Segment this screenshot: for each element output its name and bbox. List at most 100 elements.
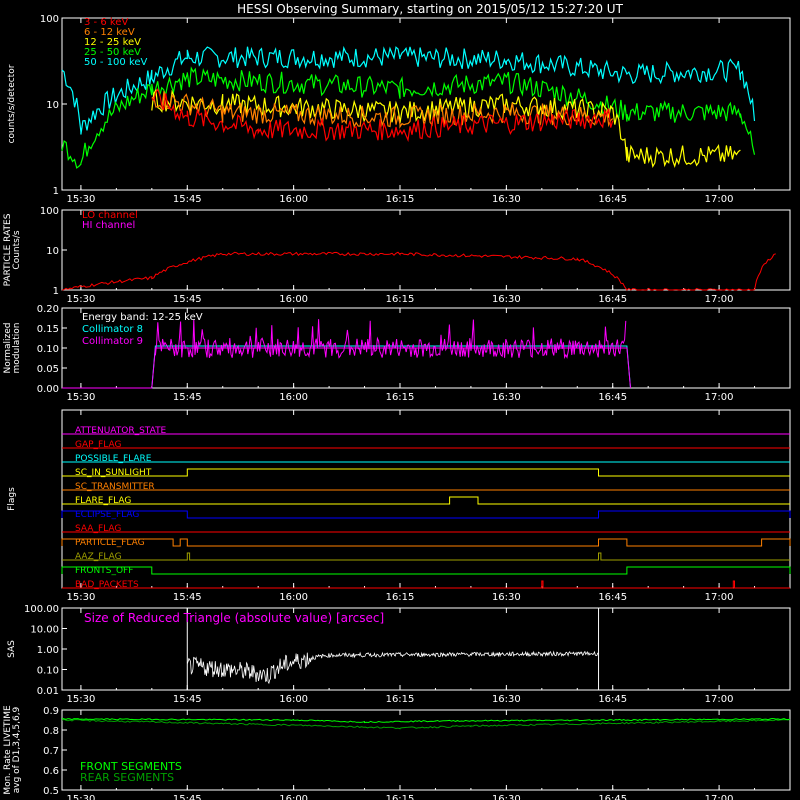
y-tick-label: 0.7: [43, 746, 59, 757]
legend-entry: 3 - 6 keV: [84, 17, 128, 28]
legend-entry: 6 - 12 keV: [84, 27, 135, 38]
y-tick-label: 0.5: [43, 786, 59, 797]
x-tick-label: 16:30: [492, 592, 521, 603]
series-line-coll9-noise: [154, 319, 627, 360]
flag-label: SAA_FLAG: [75, 524, 121, 534]
y-tick-label: 0.00: [37, 384, 59, 395]
x-tick-label: 17:00: [705, 694, 734, 705]
x-tick-label: 15:45: [173, 592, 202, 603]
series-line-2: [151, 88, 741, 169]
x-tick-label: 16:00: [279, 592, 308, 603]
x-tick-label: 16:00: [279, 294, 308, 305]
x-tick-label: 15:45: [173, 794, 202, 800]
x-tick-label: 17:00: [705, 794, 734, 800]
legend-entry: Collimator 9: [82, 336, 143, 347]
y-tick-label: 0.20: [37, 304, 59, 315]
x-tick-label: 15:45: [173, 194, 202, 205]
y-tick-label: 0.10: [37, 344, 59, 355]
series-line-lo: [61, 251, 776, 291]
livetime-rear: [61, 718, 791, 730]
y-axis-label: PARTICLE RATES: [3, 213, 13, 286]
y-tick-label: 1: [53, 186, 59, 197]
flag-line-fronts_off: [61, 566, 791, 575]
flag-line-sc_in_sunlight: [62, 468, 790, 477]
y-axis-label: modulation: [12, 323, 22, 374]
series-line-0: [151, 88, 614, 143]
x-tick-label: 16:00: [279, 194, 308, 205]
x-tick-label: 16:30: [492, 294, 521, 305]
y-axis-label: Flags: [7, 487, 17, 511]
flag-line-bad_packets: [62, 580, 790, 589]
x-tick-label: 16:15: [386, 194, 415, 205]
flag-line-particle_flag: [61, 538, 791, 547]
sas-annotation: Size of Reduced Triangle (absolute value…: [84, 611, 384, 625]
flag-line-flare_flag: [62, 496, 790, 505]
flag-line-eclipse_flag: [61, 510, 791, 519]
y-tick-label: 0.15: [37, 324, 59, 335]
y-tick-label: 0.05: [37, 364, 59, 375]
x-tick-label: 16:15: [386, 694, 415, 705]
y-axis-label: avg of D1,3,4,5,6,9: [12, 706, 22, 793]
flag-label: FLARE_FLAG: [75, 496, 131, 506]
flag-label: GAP_FLAG: [75, 440, 121, 450]
flag-label: BAD_PACKETS: [75, 580, 139, 590]
series-line-coll9: [62, 347, 631, 389]
flag-label: SC_IN_SUNLIGHT: [75, 468, 152, 478]
y-tick-label: 0.01: [37, 686, 59, 697]
y-axis-label: counts/s/detector: [7, 64, 17, 143]
x-tick-label: 16:00: [279, 794, 308, 800]
x-tick-label: 15:45: [173, 392, 202, 403]
x-tick-label: 16:00: [279, 694, 308, 705]
x-tick-label: 16:45: [598, 794, 627, 800]
flag-label: PARTICLE_FLAG: [75, 538, 145, 548]
panel-modulation: 15:30 15:45 16:00 16:15 16:30 16:45 17:00 0.00 0…: [3, 304, 791, 403]
x-tick-label: 16:15: [386, 392, 415, 403]
x-tick-label: 15:45: [173, 294, 202, 305]
x-tick-label: 17:00: [705, 294, 734, 305]
x-tick-label: 16:45: [598, 392, 627, 403]
x-tick-label: 16:00: [279, 392, 308, 403]
x-tick-label: 16:30: [492, 392, 521, 403]
y-tick-label: 1: [53, 286, 59, 297]
x-tick-label: 16:45: [598, 294, 627, 305]
x-tick-label: 15:30: [66, 592, 95, 603]
x-tick-label: 15:30: [66, 294, 95, 305]
y-tick-label: 1.00: [37, 645, 59, 656]
panel-count-rates: 15:30 15:45 16:00 16:15 16:30 16:45 17:00 1 10 10…: [7, 14, 791, 205]
legend-entry: FRONT SEGMENTS: [80, 760, 182, 773]
panel-sas: 15:30 15:45 16:00 16:15 16:30 16:45 17:00 0.01 0…: [7, 604, 791, 705]
y-tick-label: 0.9: [43, 706, 59, 717]
livetime-front: [61, 717, 791, 724]
flag-label: ATTENUATOR_STATE: [75, 426, 167, 436]
legend-entry: HI channel: [82, 220, 135, 231]
y-axis-label: SAS: [7, 640, 17, 658]
x-tick-label: 16:45: [598, 194, 627, 205]
y-tick-label: 10.00: [30, 625, 59, 636]
x-tick-label: 17:00: [705, 592, 734, 603]
particle-rates-frame: [61, 209, 791, 291]
x-tick-label: 16:15: [386, 294, 415, 305]
flag-label: AAZ_FLAG: [75, 552, 122, 562]
x-tick-label: 15:30: [66, 392, 95, 403]
x-tick-label: 15:45: [173, 694, 202, 705]
x-tick-label: 15:30: [66, 794, 95, 800]
y-tick-label: 0.10: [37, 666, 59, 677]
energy-band-label: Energy band: 12-25 keV: [82, 312, 203, 323]
y-tick-label: 100.00: [24, 604, 59, 615]
y-tick-label: 10: [46, 246, 59, 257]
x-tick-label: 16:45: [598, 592, 627, 603]
y-axis-label: Counts/s: [12, 230, 22, 269]
x-tick-label: 16:30: [492, 794, 521, 800]
legend-entry: 50 - 100 keV: [84, 57, 148, 68]
legend-entry: 25 - 50 keV: [84, 47, 141, 58]
y-axis-label: Mon. Rate LIVETIME: [3, 705, 13, 795]
legend-entry: 12 - 25 keV: [84, 37, 141, 48]
flag-line-aaz_flag: [62, 552, 790, 561]
series-line-3: [61, 66, 756, 169]
series-line-1: [151, 91, 614, 129]
x-tick-label: 17:00: [705, 194, 734, 205]
x-tick-label: 17:00: [705, 392, 734, 403]
x-tick-label: 15:30: [66, 194, 95, 205]
